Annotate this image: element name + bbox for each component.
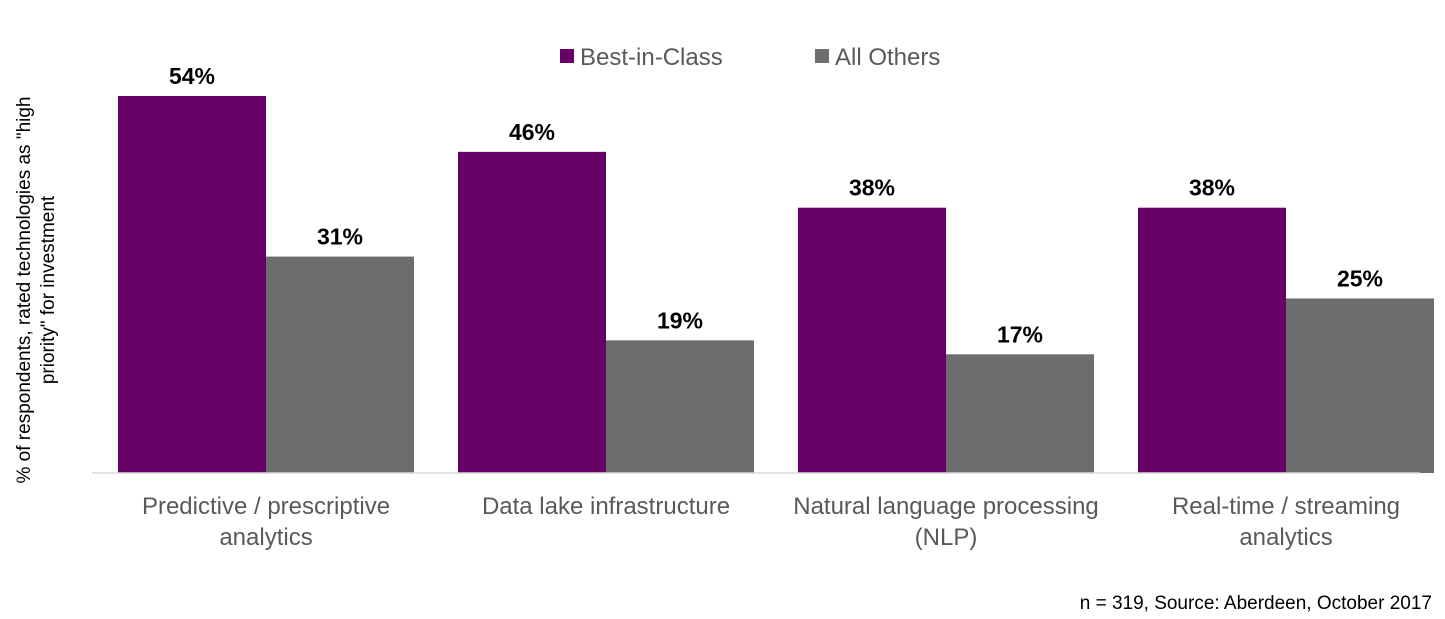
data-label-best-in-class-3: 38%: [1189, 175, 1235, 201]
data-label-best-in-class-1: 46%: [509, 119, 555, 145]
y-axis-label: % of respondents, rated technologies as …: [14, 97, 59, 484]
bar-best-in-class-2: [798, 207, 946, 473]
category-label-2: Natural language processing: [793, 493, 1099, 520]
category-label-3: Real-time / streaming: [1172, 493, 1400, 520]
data-label-all-others-0: 31%: [317, 224, 363, 250]
legend-swatch-1: [815, 49, 829, 63]
category-label-3: analytics: [1239, 524, 1332, 551]
bar-best-in-class-3: [1138, 207, 1286, 473]
data-label-all-others-2: 17%: [997, 321, 1043, 347]
bar-all-others-0: [266, 256, 414, 473]
bar-all-others-3: [1286, 298, 1434, 473]
bar-all-others-1: [606, 340, 754, 473]
category-label-0: Predictive / prescriptive: [142, 493, 390, 520]
category-label-2: (NLP): [915, 524, 978, 551]
legend: Best-in-Class All Others: [560, 44, 940, 71]
bar-all-others-2: [946, 354, 1094, 473]
legend-label-0: Best-in-Class: [580, 44, 723, 71]
category-label-0: analytics: [219, 524, 312, 551]
legend-swatch-0: [560, 49, 574, 63]
bar-best-in-class-1: [458, 151, 606, 473]
y-axis-label-line-1: priority" for investment: [38, 195, 59, 384]
category-label-1: Data lake infrastructure: [482, 493, 730, 520]
data-label-best-in-class-2: 38%: [849, 175, 895, 201]
category-labels-group: Predictive / prescriptive analytics Data l…: [142, 493, 1400, 551]
bar-best-in-class-0: [118, 96, 266, 473]
data-label-all-others-3: 25%: [1337, 265, 1383, 291]
source-footnote: n = 319, Source: Aberdeen, October 2017: [1080, 593, 1432, 614]
data-labels-group: 54% 31% 46% 19% 38% 17% 38% 25%: [169, 63, 1383, 347]
data-label-all-others-1: 19%: [657, 307, 703, 333]
data-label-best-in-class-0: 54%: [169, 63, 215, 89]
legend-label-1: All Others: [835, 44, 940, 71]
bars-group: [118, 96, 1434, 473]
y-axis-label-line-0: % of respondents, rated technologies as …: [14, 97, 35, 484]
